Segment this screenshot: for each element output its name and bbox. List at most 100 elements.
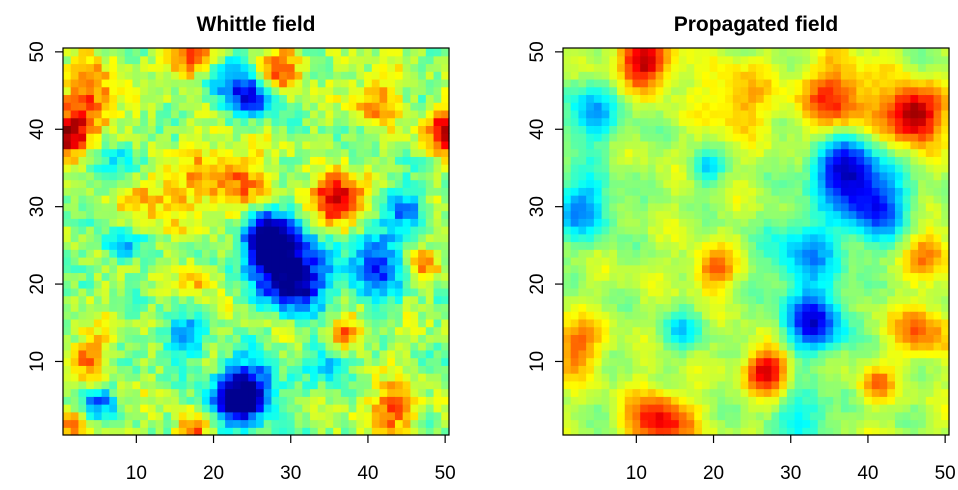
heatmap-cell bbox=[263, 55, 273, 65]
heatmap-cell bbox=[756, 55, 765, 65]
heatmap-cell bbox=[433, 179, 442, 188]
heatmap-cell bbox=[941, 264, 950, 274]
heatmap-cell bbox=[563, 202, 572, 212]
heatmap-cell bbox=[232, 280, 242, 289]
heatmap-cell bbox=[624, 303, 634, 312]
heatmap-cell bbox=[686, 241, 695, 250]
heatmap-cell bbox=[879, 396, 888, 405]
heatmap-cell bbox=[601, 109, 610, 119]
heatmap-cell bbox=[86, 411, 95, 421]
heatmap-cell bbox=[418, 63, 427, 72]
heatmap-cell bbox=[155, 334, 164, 343]
heatmap-cell bbox=[101, 156, 110, 165]
heatmap-cell bbox=[364, 326, 373, 335]
heatmap-cell bbox=[140, 171, 149, 181]
heatmap-cell bbox=[325, 109, 334, 119]
heatmap-cell bbox=[725, 164, 734, 173]
heatmap-cell bbox=[840, 117, 850, 126]
heatmap-cell bbox=[256, 156, 265, 165]
heatmap-cell bbox=[70, 342, 80, 351]
heatmap-cell bbox=[263, 396, 273, 405]
heatmap-cell bbox=[655, 140, 664, 150]
heatmap-cell bbox=[394, 48, 404, 57]
heatmap-cell bbox=[147, 419, 157, 428]
heatmap-cell bbox=[686, 272, 695, 281]
heatmap-cell bbox=[171, 241, 180, 250]
heatmap-cell bbox=[810, 365, 819, 374]
heatmap-cell bbox=[333, 334, 342, 343]
heatmap-cell bbox=[879, 357, 888, 366]
heatmap-cell bbox=[786, 226, 796, 235]
heatmap-cell bbox=[325, 411, 334, 421]
heatmap-cell bbox=[379, 404, 388, 413]
heatmap-cell bbox=[640, 218, 649, 227]
heatmap-cell bbox=[232, 202, 242, 212]
heatmap-cell bbox=[894, 295, 904, 305]
heatmap-cell bbox=[379, 117, 388, 126]
heatmap-cell bbox=[317, 63, 327, 72]
heatmap-cell bbox=[794, 256, 803, 266]
heatmap-cell bbox=[709, 55, 718, 65]
heatmap-cell bbox=[887, 411, 896, 421]
heatmap-cell bbox=[802, 48, 811, 57]
heatmap-cell bbox=[848, 133, 857, 142]
heatmap-cell bbox=[763, 233, 773, 243]
heatmap-cell bbox=[279, 272, 288, 281]
heatmap-cell bbox=[601, 86, 610, 96]
heatmap-cell bbox=[425, 249, 435, 258]
heatmap-cell bbox=[756, 373, 765, 382]
heatmap-cell bbox=[140, 326, 149, 335]
heatmap-cell bbox=[563, 210, 572, 219]
heatmap-cell bbox=[840, 156, 850, 165]
heatmap-cell bbox=[779, 241, 788, 250]
heatmap-cell bbox=[593, 365, 603, 374]
heatmap-cell bbox=[271, 164, 280, 173]
heatmap-cell bbox=[348, 133, 357, 142]
heatmap-cell bbox=[124, 256, 134, 266]
heatmap-cell bbox=[147, 210, 157, 219]
heatmap-cell bbox=[686, 404, 695, 413]
heatmap-cell bbox=[232, 133, 242, 142]
heatmap-cell bbox=[271, 148, 280, 157]
heatmap-cell bbox=[794, 109, 803, 119]
heatmap-cell bbox=[209, 164, 218, 173]
heatmap-cell bbox=[941, 365, 950, 374]
heatmap-cell bbox=[433, 357, 442, 366]
heatmap-cell bbox=[63, 187, 72, 196]
heatmap-cell bbox=[671, 303, 680, 312]
heatmap-cell bbox=[694, 411, 703, 421]
heatmap-cell bbox=[217, 94, 226, 103]
heatmap-cell bbox=[340, 86, 350, 96]
heatmap-cell bbox=[248, 295, 257, 305]
heatmap-cell bbox=[586, 365, 595, 374]
heatmap-cell bbox=[186, 396, 195, 405]
heatmap-cell bbox=[86, 195, 95, 204]
heatmap-cell bbox=[717, 195, 726, 204]
heatmap-cell bbox=[240, 78, 249, 88]
heatmap-cell bbox=[310, 218, 319, 227]
heatmap-cell bbox=[217, 78, 226, 88]
heatmap-cell bbox=[155, 303, 164, 312]
heatmap-cell bbox=[194, 156, 203, 165]
heatmap-cell bbox=[225, 318, 234, 328]
heatmap-cell bbox=[70, 94, 80, 103]
heatmap-cell bbox=[70, 171, 80, 181]
heatmap-cell bbox=[786, 133, 796, 142]
heatmap-cell bbox=[163, 241, 172, 250]
heatmap-cell bbox=[433, 86, 442, 96]
heatmap-cell bbox=[147, 78, 157, 88]
heatmap-cell bbox=[748, 295, 757, 305]
heatmap-cell bbox=[833, 164, 842, 173]
heatmap-cell bbox=[701, 125, 711, 134]
heatmap-cell bbox=[593, 373, 603, 382]
heatmap-cell bbox=[709, 148, 718, 157]
heatmap-cell bbox=[171, 272, 180, 281]
heatmap-cell bbox=[147, 249, 157, 258]
heatmap-cell bbox=[201, 233, 211, 243]
heatmap-cell bbox=[371, 318, 381, 328]
heatmap-cell bbox=[63, 102, 72, 111]
heatmap-cell bbox=[825, 365, 834, 374]
heatmap-cell bbox=[864, 55, 873, 65]
heatmap-cell bbox=[617, 303, 626, 312]
